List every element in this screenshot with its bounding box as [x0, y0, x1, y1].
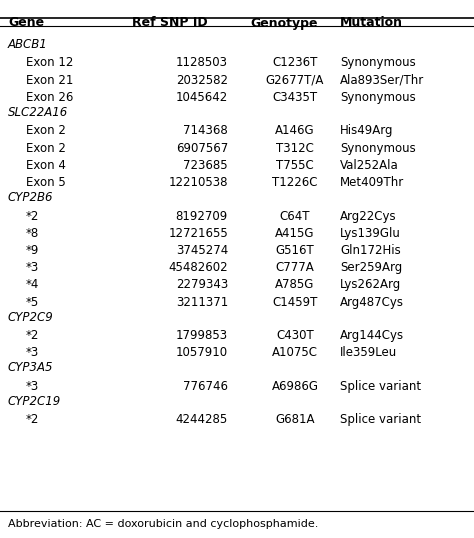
- Text: Met409Thr: Met409Thr: [340, 176, 404, 189]
- Text: Exon 2: Exon 2: [26, 124, 66, 137]
- Text: His49Arg: His49Arg: [340, 124, 393, 137]
- Text: Exon 26: Exon 26: [26, 91, 73, 104]
- Text: Exon 21: Exon 21: [26, 74, 73, 87]
- Text: G2677T/A: G2677T/A: [266, 74, 324, 87]
- Text: G681A: G681A: [275, 413, 315, 426]
- Text: Abbreviation: AC = doxorubicin and cyclophosphamide.: Abbreviation: AC = doxorubicin and cyclo…: [8, 519, 319, 529]
- Text: Val252Ala: Val252Ala: [340, 159, 399, 172]
- Text: Ref SNP ID: Ref SNP ID: [132, 17, 208, 30]
- Text: 4244285: 4244285: [176, 413, 228, 426]
- Text: *2: *2: [26, 413, 39, 426]
- Text: Genotype: Genotype: [250, 17, 318, 30]
- Text: A415G: A415G: [275, 226, 315, 240]
- Text: Gln172His: Gln172His: [340, 244, 401, 257]
- Text: T312C: T312C: [276, 141, 314, 154]
- Text: T1226C: T1226C: [272, 176, 318, 189]
- Text: Lys262Arg: Lys262Arg: [340, 278, 401, 291]
- Text: CYP2C19: CYP2C19: [8, 395, 61, 408]
- Text: 1799853: 1799853: [176, 329, 228, 342]
- Text: Synonymous: Synonymous: [340, 91, 416, 104]
- Text: C1459T: C1459T: [272, 295, 318, 308]
- Text: *5: *5: [26, 295, 39, 308]
- Text: 12210538: 12210538: [168, 176, 228, 189]
- Text: Exon 4: Exon 4: [26, 159, 66, 172]
- Text: A146G: A146G: [275, 124, 315, 137]
- Text: SLC22A16: SLC22A16: [8, 106, 68, 119]
- Text: 2032582: 2032582: [176, 74, 228, 87]
- Text: 1045642: 1045642: [176, 91, 228, 104]
- Text: 1057910: 1057910: [176, 346, 228, 359]
- Text: C430T: C430T: [276, 329, 314, 342]
- Text: C1236T: C1236T: [272, 56, 318, 69]
- Text: C777A: C777A: [275, 261, 314, 274]
- Text: *3: *3: [26, 261, 39, 274]
- Text: Exon 2: Exon 2: [26, 141, 66, 154]
- Text: 723685: 723685: [183, 159, 228, 172]
- Text: ABCB1: ABCB1: [8, 38, 48, 51]
- Text: Lys139Glu: Lys139Glu: [340, 226, 401, 240]
- Text: C3435T: C3435T: [273, 91, 318, 104]
- Text: Mutation: Mutation: [340, 17, 403, 30]
- Text: 45482602: 45482602: [168, 261, 228, 274]
- Text: *9: *9: [26, 244, 39, 257]
- Text: 776746: 776746: [183, 380, 228, 393]
- Text: C64T: C64T: [280, 209, 310, 223]
- Text: A1075C: A1075C: [272, 346, 318, 359]
- Text: 8192709: 8192709: [176, 209, 228, 223]
- Text: 6907567: 6907567: [176, 141, 228, 154]
- Text: Ser259Arg: Ser259Arg: [340, 261, 402, 274]
- Text: CYP3A5: CYP3A5: [8, 362, 54, 374]
- Text: 714368: 714368: [183, 124, 228, 137]
- Text: Synonymous: Synonymous: [340, 141, 416, 154]
- Text: Arg22Cys: Arg22Cys: [340, 209, 397, 223]
- Text: 1128503: 1128503: [176, 56, 228, 69]
- Text: CYP2B6: CYP2B6: [8, 191, 54, 204]
- Text: Ile359Leu: Ile359Leu: [340, 346, 397, 359]
- Text: T755C: T755C: [276, 159, 314, 172]
- Text: 3745274: 3745274: [176, 244, 228, 257]
- Text: Exon 12: Exon 12: [26, 56, 73, 69]
- Text: *2: *2: [26, 329, 39, 342]
- Text: A785G: A785G: [275, 278, 315, 291]
- Text: *4: *4: [26, 278, 39, 291]
- Text: *8: *8: [26, 226, 39, 240]
- Text: Gene: Gene: [8, 17, 44, 30]
- Text: G516T: G516T: [275, 244, 314, 257]
- Text: CYP2C9: CYP2C9: [8, 310, 54, 324]
- Text: 2279343: 2279343: [176, 278, 228, 291]
- Text: 12721655: 12721655: [168, 226, 228, 240]
- Text: Ala893Ser/Thr: Ala893Ser/Thr: [340, 74, 424, 87]
- Text: Synonymous: Synonymous: [340, 56, 416, 69]
- Text: Arg487Cys: Arg487Cys: [340, 295, 404, 308]
- Text: *2: *2: [26, 209, 39, 223]
- Text: *3: *3: [26, 380, 39, 393]
- Text: A6986G: A6986G: [272, 380, 319, 393]
- Text: Exon 5: Exon 5: [26, 176, 66, 189]
- Text: Splice variant: Splice variant: [340, 413, 421, 426]
- Text: *3: *3: [26, 346, 39, 359]
- Text: Arg144Cys: Arg144Cys: [340, 329, 404, 342]
- Text: Splice variant: Splice variant: [340, 380, 421, 393]
- Text: 3211371: 3211371: [176, 295, 228, 308]
